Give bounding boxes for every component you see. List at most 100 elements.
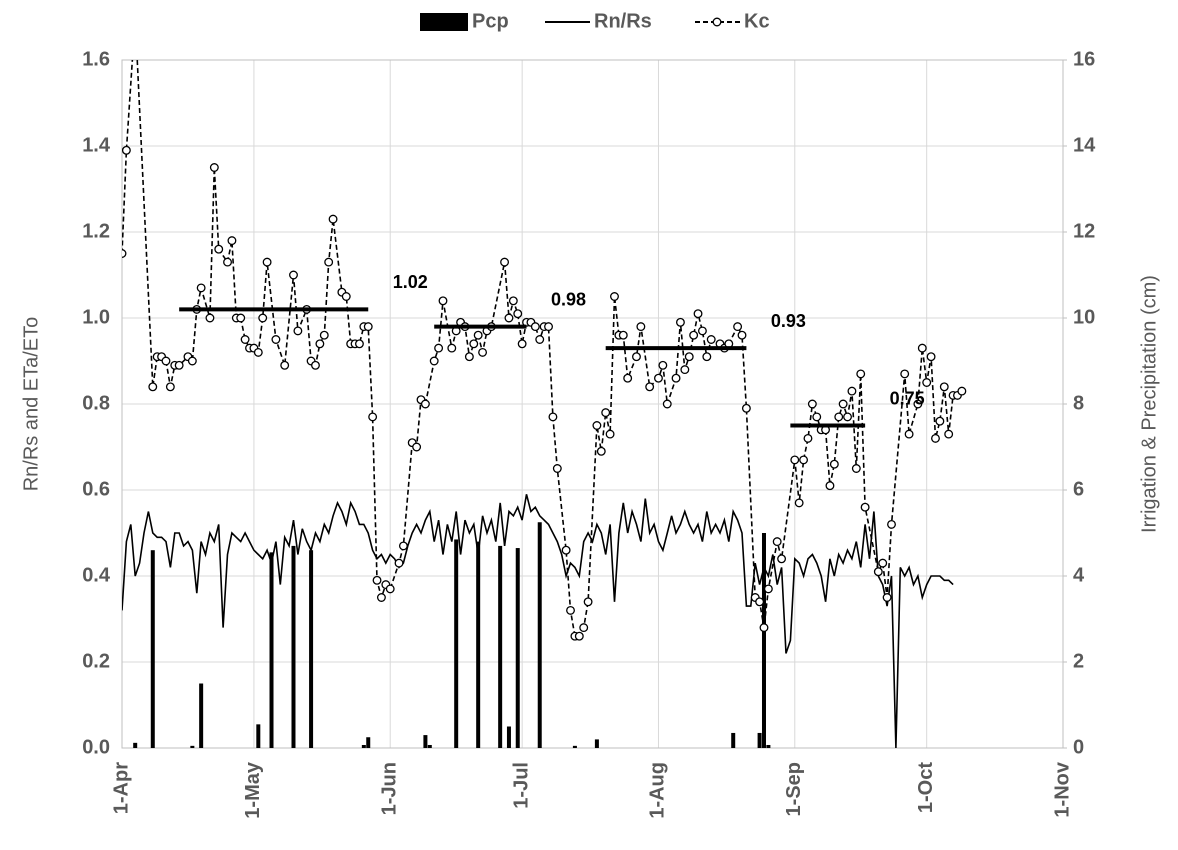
precip-bar <box>454 539 459 748</box>
x-tick-label: 1-May <box>242 761 264 819</box>
kc-marker <box>566 605 575 615</box>
kc-marker <box>530 322 540 332</box>
kc-marker <box>262 257 272 267</box>
kc-marker <box>623 373 633 383</box>
kc-marker <box>618 330 628 340</box>
y-tick-label: 0.6 <box>82 478 110 500</box>
kc-marker <box>223 257 232 267</box>
precip-bar <box>537 522 542 748</box>
kc-marker <box>794 498 804 508</box>
kc-marker <box>904 429 914 439</box>
precip-bar <box>515 548 520 748</box>
kc-marker <box>939 382 949 392</box>
kc-marker <box>680 365 690 375</box>
kc-marker <box>856 369 866 379</box>
x-tick-label: 1-Oct <box>915 762 937 813</box>
kc-marker <box>636 322 646 332</box>
kc-marker <box>579 623 589 633</box>
kc-marker <box>412 442 422 452</box>
kc-marker <box>544 322 553 332</box>
kc-marker <box>632 352 641 362</box>
precip-bar <box>199 683 204 748</box>
kc-marker <box>469 339 479 349</box>
kc-marker <box>790 455 800 465</box>
kc-marker <box>504 313 514 323</box>
kc-marker <box>209 163 219 172</box>
stage-mean-label: 0.98 <box>551 289 586 309</box>
precip-bar <box>291 545 296 748</box>
kc-marker <box>315 339 325 349</box>
kc-marker <box>447 343 457 353</box>
y2-tick-label: 16 <box>1073 48 1095 70</box>
kc-marker <box>478 347 488 357</box>
y2-tick-label: 0 <box>1073 736 1084 758</box>
kc-marker <box>917 343 927 353</box>
kc-marker <box>214 244 224 254</box>
kc-marker <box>227 236 237 246</box>
kc-marker <box>838 399 848 409</box>
y2-tick-label: 2 <box>1073 650 1084 672</box>
kc-marker <box>851 464 861 473</box>
kc-marker <box>654 373 663 383</box>
kc-marker <box>755 597 765 607</box>
kc-marker <box>161 356 171 366</box>
legend-swatch <box>420 13 468 31</box>
kc-marker <box>258 313 268 323</box>
precip-bar <box>133 742 138 748</box>
kc-marker <box>605 429 615 439</box>
y-tick-label: 1.4 <box>82 134 111 156</box>
kc-marker <box>860 502 870 512</box>
kc-marker <box>434 343 444 353</box>
precip-bar <box>761 533 766 748</box>
kc-marker <box>420 399 430 409</box>
precip-bar <box>427 744 432 748</box>
kc-marker <box>702 352 712 362</box>
precip-bar <box>150 550 155 748</box>
kc-marker <box>328 214 338 224</box>
kc-marker <box>689 330 699 340</box>
kc-marker <box>438 296 448 306</box>
precip-bar <box>423 735 428 748</box>
kc-marker <box>122 145 131 155</box>
kc-marker <box>900 369 910 379</box>
kc-marker <box>548 412 558 422</box>
kc-marker <box>741 403 751 413</box>
kc-marker <box>693 309 703 319</box>
kc-marker <box>372 575 382 585</box>
kc-marker <box>926 352 936 362</box>
kc-marker <box>610 292 619 301</box>
kc-marker <box>535 335 545 344</box>
legend-label: Kc <box>744 10 770 32</box>
x-tick-label: 1-Nov <box>1051 761 1073 817</box>
kc-marker <box>324 257 334 267</box>
kc-marker <box>737 330 747 340</box>
kc-marker <box>834 412 844 422</box>
kc-marker <box>394 558 404 568</box>
y2-tick-label: 8 <box>1073 392 1084 414</box>
kc-marker <box>803 433 813 443</box>
precip-bar <box>366 737 371 748</box>
kc-marker <box>913 399 923 409</box>
kc-marker <box>675 317 685 327</box>
y2-tick-label: 10 <box>1073 306 1095 328</box>
stage-mean-label: 0.93 <box>771 311 806 331</box>
y-tick-label: 0.4 <box>82 564 111 586</box>
y2-tick-label: 12 <box>1073 220 1095 242</box>
kc-marker <box>772 537 782 547</box>
kc-marker <box>271 335 281 344</box>
y2-tick-label: 14 <box>1073 134 1096 156</box>
kc-marker <box>601 408 611 418</box>
kc-marker <box>473 330 483 340</box>
kc-marker <box>759 623 769 633</box>
kc-marker <box>293 326 303 336</box>
kc-marker <box>847 386 857 396</box>
kc-marker <box>236 313 246 323</box>
kc-marker <box>289 270 298 280</box>
kc-marker <box>706 335 716 344</box>
kc-marker <box>583 597 593 607</box>
x-tick-label: 1-Jun <box>379 762 401 815</box>
kc-marker <box>552 464 562 473</box>
y-tick-label: 1.6 <box>82 48 110 70</box>
